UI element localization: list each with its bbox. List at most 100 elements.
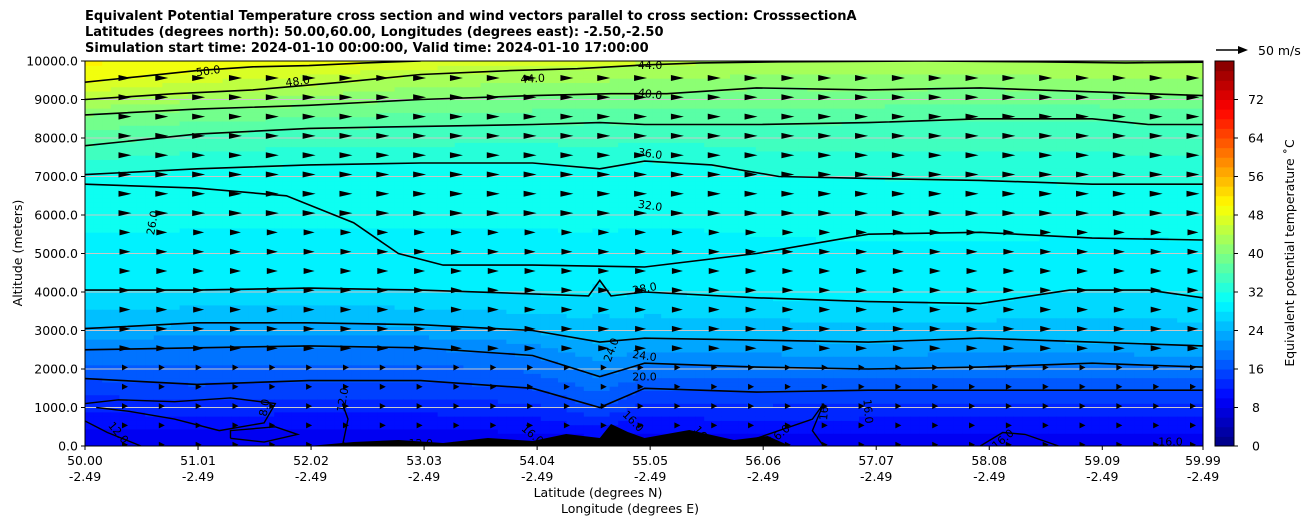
temperature-cell [136,219,146,225]
temperature-cell [265,176,275,182]
temperature-cell [145,219,155,225]
temperature-cell [429,292,439,297]
temperature-cell [136,343,146,349]
temperature-cell [480,163,490,169]
temperature-cell [110,163,120,169]
temperature-cell [472,65,482,71]
temperature-cell [171,330,181,336]
temperature-cell [343,176,353,182]
temperature-cell [463,206,473,212]
temperature-cell [171,249,181,255]
temperature-cell [558,373,568,379]
temperature-cell [454,215,464,220]
temperature-cell [549,326,559,332]
temperature-cell [343,236,353,242]
temperature-cell [480,176,490,182]
temperature-cell [222,381,232,387]
temperature-cell [489,351,499,357]
temperature-cell [222,300,232,306]
temperature-cell [403,360,413,366]
temperature-cell [119,270,129,276]
temperature-cell [489,167,499,173]
temperature-cell [377,78,387,83]
temperature-cell [205,244,215,250]
temperature-cell [136,142,146,148]
temperature-cell [282,369,292,374]
temperature-cell [248,317,258,323]
temperature-cell [102,189,112,195]
temperature-cell [291,428,301,434]
temperature-cell [162,334,172,340]
temperature-cell [308,321,318,327]
temperature-cell [489,61,499,66]
temperature-cell [179,215,189,220]
temperature-cell [394,309,404,314]
temperature-cell [540,377,550,383]
temperature-cell [222,309,232,314]
temperature-cell [265,125,275,131]
temperature-cell [145,206,155,212]
temperature-cell [480,232,490,237]
temperature-cell [248,108,258,113]
temperature-cell [558,334,568,340]
temperature-cell [523,394,533,400]
temperature-cell [291,240,301,246]
temperature-cell [119,206,129,212]
temperature-cell [497,163,507,169]
temperature-cell [179,146,189,152]
temperature-cell [558,262,568,267]
temperature-cell [128,334,138,340]
temperature-cell [515,398,525,404]
temperature-cell [334,292,344,297]
temperature-cell [274,270,284,276]
temperature-cell [480,116,490,122]
temperature-cell [119,193,129,199]
temperature-cell [411,78,421,83]
temperature-cell [145,364,155,370]
temperature-cell [231,420,241,426]
temperature-cell [480,317,490,323]
temperature-cell [205,65,215,71]
temperature-cell [386,249,396,255]
temperature-cell [334,416,344,421]
temperature-cell [85,407,95,413]
temperature-cell [420,369,430,374]
temperature-cell [93,155,103,160]
temperature-cell [549,172,559,178]
temperature-cell [136,240,146,246]
temperature-cell [368,176,378,182]
temperature-cell [334,155,344,160]
temperature-cell [205,369,215,374]
temperature-cell [282,300,292,306]
temperature-cell [282,304,292,310]
temperature-cell [110,219,120,225]
temperature-cell [222,274,232,280]
temperature-cell [205,82,215,88]
temperature-cell [205,334,215,340]
temperature-cell [179,428,189,434]
temperature-cell [188,120,198,126]
temperature-cell [93,313,103,319]
temperature-cell [196,394,206,400]
temperature-cell [308,394,318,400]
temperature-cell [102,424,112,430]
temperature-cell [214,244,224,250]
temperature-cell [231,244,241,250]
temperature-cell [162,116,172,122]
temperature-cell [214,416,224,421]
temperature-cell [386,73,396,79]
temperature-cell [497,343,507,349]
temperature-cell [248,390,258,396]
temperature-cell [368,120,378,126]
temperature-cell [403,403,413,409]
temperature-cell [179,82,189,88]
temperature-cell [437,197,447,203]
temperature-cell [274,155,284,160]
temperature-cell [515,69,525,75]
temperature-cell [110,360,120,366]
temperature-cell [497,428,507,434]
temperature-cell [171,274,181,280]
temperature-cell [377,180,387,186]
temperature-cell [394,133,404,139]
temperature-cell [196,428,206,434]
